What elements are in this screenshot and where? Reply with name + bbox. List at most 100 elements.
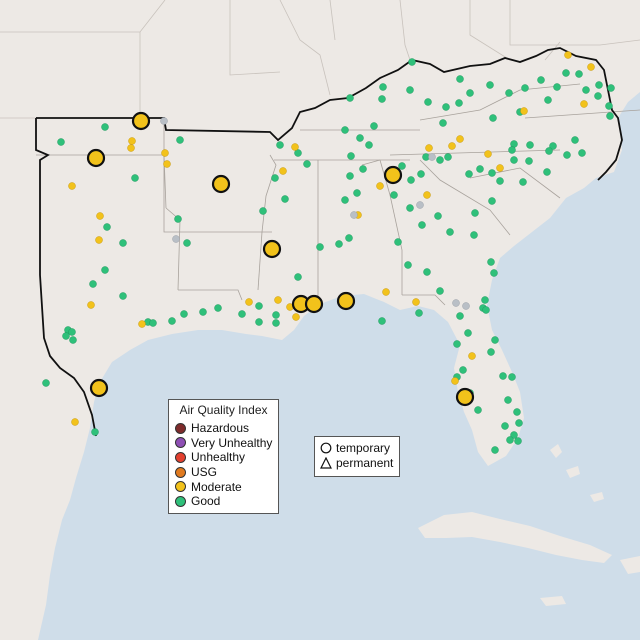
legend-item-permanent: permanent bbox=[320, 456, 395, 471]
moderate-site bbox=[68, 182, 76, 190]
moderate-site bbox=[425, 144, 433, 152]
moderate-major-sites bbox=[86, 111, 475, 407]
moderate-site bbox=[587, 63, 595, 71]
moderate-site bbox=[127, 144, 135, 152]
good-site bbox=[119, 292, 127, 300]
good-site bbox=[605, 102, 613, 110]
legend-label: Good bbox=[191, 494, 221, 509]
good-site bbox=[347, 152, 355, 160]
good-site bbox=[406, 86, 414, 94]
moderate-site bbox=[245, 298, 253, 306]
good-site bbox=[149, 319, 157, 327]
good-site bbox=[370, 122, 378, 130]
good-site bbox=[390, 191, 398, 199]
legend-label: Hazardous bbox=[191, 421, 250, 436]
good-site bbox=[606, 112, 614, 120]
good-site bbox=[131, 174, 139, 182]
good-site bbox=[488, 169, 496, 177]
moderate-site bbox=[274, 296, 282, 304]
good-site bbox=[379, 83, 387, 91]
good-site bbox=[255, 302, 263, 310]
no-data-site bbox=[350, 211, 358, 219]
circle-outline-icon bbox=[320, 442, 332, 454]
moderate-site bbox=[382, 288, 390, 296]
good-site bbox=[487, 258, 495, 266]
moderate-site bbox=[292, 313, 300, 321]
good-sites bbox=[42, 58, 615, 454]
good-site bbox=[526, 141, 534, 149]
good-site bbox=[42, 379, 50, 387]
moderate-site bbox=[279, 167, 287, 175]
good-site bbox=[481, 296, 489, 304]
good-site bbox=[238, 310, 246, 318]
no-data-site bbox=[462, 302, 470, 310]
legend-item-very-unhealthy: Very Unhealthy bbox=[175, 436, 272, 451]
good-site bbox=[508, 373, 516, 381]
moderate-major-site bbox=[86, 148, 106, 168]
good-site bbox=[316, 243, 324, 251]
moderate-site bbox=[87, 301, 95, 309]
legend-label: temporary bbox=[336, 441, 391, 456]
good-site bbox=[408, 58, 416, 66]
moderate-site bbox=[95, 236, 103, 244]
good-site bbox=[456, 75, 464, 83]
moderate-swatch bbox=[175, 481, 186, 493]
moderate-site bbox=[451, 377, 459, 385]
good-site bbox=[335, 240, 343, 248]
no-data-site bbox=[160, 117, 168, 125]
legend-item-moderate: Moderate bbox=[175, 479, 272, 494]
good-site bbox=[442, 103, 450, 111]
legend-label: permanent bbox=[336, 455, 394, 470]
good-site bbox=[594, 92, 602, 100]
moderate-site bbox=[468, 352, 476, 360]
good-site bbox=[303, 160, 311, 168]
moderate-major-site bbox=[131, 111, 151, 131]
good-site bbox=[505, 89, 513, 97]
good-site bbox=[423, 268, 431, 276]
good-site bbox=[101, 266, 109, 274]
moderate-site bbox=[520, 107, 528, 115]
land-jamaica bbox=[540, 596, 566, 606]
good-site bbox=[488, 197, 496, 205]
good-site bbox=[406, 204, 414, 212]
good-site bbox=[68, 328, 76, 336]
good-site bbox=[453, 340, 461, 348]
moderate-site bbox=[484, 150, 492, 158]
land-bahamas-3 bbox=[590, 492, 604, 502]
good-site bbox=[434, 212, 442, 220]
good-site bbox=[491, 446, 499, 454]
good-site bbox=[513, 408, 521, 416]
usg-swatch bbox=[175, 466, 186, 478]
good-site bbox=[180, 310, 188, 318]
good-site bbox=[519, 178, 527, 186]
good-site bbox=[487, 348, 495, 356]
good-site bbox=[508, 146, 516, 154]
moderate-site bbox=[291, 143, 299, 151]
good-site bbox=[101, 123, 109, 131]
good-site bbox=[537, 76, 545, 84]
good-site bbox=[91, 428, 99, 436]
good-site bbox=[521, 84, 529, 92]
no-data-site bbox=[428, 153, 436, 161]
good-site bbox=[525, 157, 533, 165]
good-site bbox=[544, 96, 552, 104]
good-site bbox=[272, 319, 280, 327]
moderate-major-site bbox=[211, 174, 231, 194]
good-site bbox=[510, 431, 518, 439]
moderate-site bbox=[580, 100, 588, 108]
good-site bbox=[183, 239, 191, 247]
triangle-outline-icon bbox=[320, 456, 332, 469]
moderate-site bbox=[128, 137, 136, 145]
good-site bbox=[575, 70, 583, 78]
good-site bbox=[271, 174, 279, 182]
no-data-sites bbox=[160, 117, 470, 310]
aqi-legend: Air Quality Index Hazardous Very Unhealt… bbox=[168, 399, 279, 514]
good-site bbox=[353, 189, 361, 197]
moderate-major-site bbox=[262, 239, 282, 259]
good-site bbox=[345, 234, 353, 242]
legend-label: Very Unhealthy bbox=[191, 435, 273, 450]
moderate-site bbox=[412, 298, 420, 306]
legend-label: USG bbox=[191, 465, 218, 480]
